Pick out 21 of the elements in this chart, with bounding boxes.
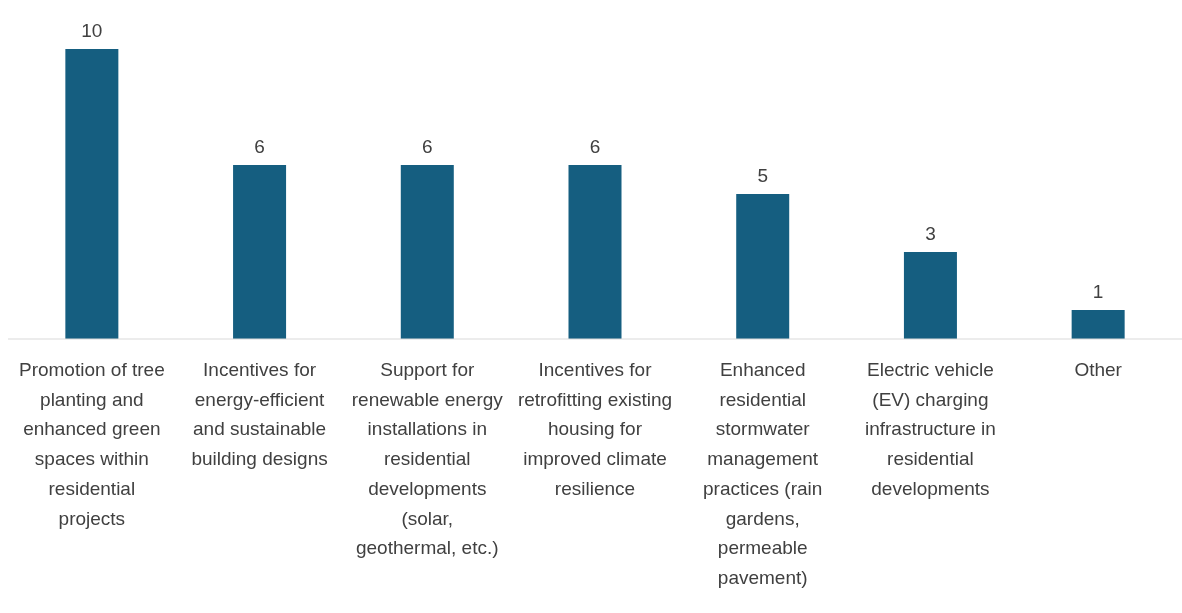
bar [903,252,957,339]
x-tick-label: Support for renewable energy installations in residential developments (solar, geothermal, etc.) [351,359,504,559]
data-label: 6 [422,136,433,157]
x-tick-label: Incentives for retrofitting existing housing for improved climate resilience [517,359,673,499]
bar [736,194,790,339]
x-tick-label: Electric vehicle (EV) charging infrastructure in residential developments [864,359,996,499]
x-tick-label: Other [1074,359,1123,380]
x-tick-label: Enhanced residential stormwater management practices (rain gardens, permeable pavement) [703,359,823,588]
data-label: 6 [254,136,265,157]
data-label: 1 [1092,281,1104,302]
data-label: 5 [757,165,768,186]
data-label: 6 [589,136,601,157]
x-tick-label: Incentives for energy-efficient and sustainable building designs [191,359,328,470]
x-tick-label: Promotion of tree planting and enhanced green spaces within residential projects [18,359,165,529]
bar [568,165,622,339]
bar [233,165,287,339]
bar [400,165,454,339]
data-label: 10 [81,20,103,41]
bar [65,49,119,339]
bar [1071,310,1125,339]
data-label: 3 [925,223,936,244]
